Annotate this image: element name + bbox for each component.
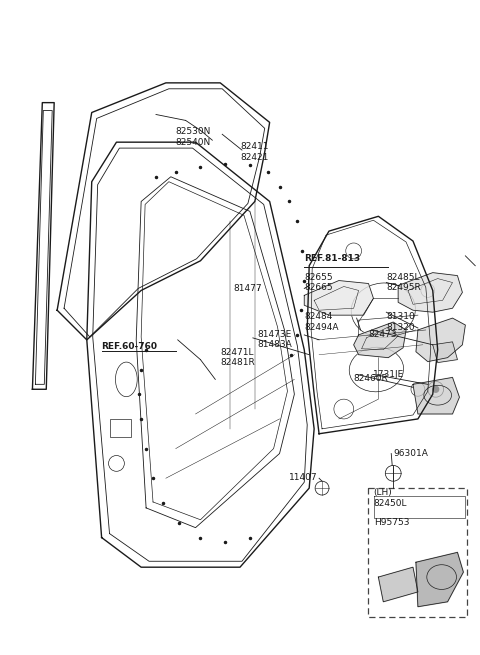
Text: 96301A: 96301A xyxy=(393,449,428,458)
Text: REF.60-760: REF.60-760 xyxy=(102,343,157,351)
Polygon shape xyxy=(416,318,466,362)
Text: 82530N
82540N: 82530N 82540N xyxy=(176,127,211,147)
Polygon shape xyxy=(398,272,462,312)
Polygon shape xyxy=(378,567,418,602)
Text: H95753: H95753 xyxy=(374,517,410,527)
Text: 82460R: 82460R xyxy=(354,375,388,383)
Text: 81473E
81483A: 81473E 81483A xyxy=(258,330,292,349)
Bar xyxy=(109,419,131,437)
Text: 1731JE: 1731JE xyxy=(373,369,405,379)
Text: 11407: 11407 xyxy=(289,474,318,482)
Text: 82485L
82495R: 82485L 82495R xyxy=(386,272,421,292)
Circle shape xyxy=(433,386,439,392)
Polygon shape xyxy=(433,342,457,363)
Text: 82655
82665: 82655 82665 xyxy=(304,272,333,292)
Polygon shape xyxy=(416,552,463,607)
Text: 81310
81320: 81310 81320 xyxy=(386,312,415,331)
Polygon shape xyxy=(354,322,406,358)
Text: (LH)
82450L: (LH) 82450L xyxy=(373,488,407,508)
Polygon shape xyxy=(304,280,373,315)
Text: 82411
82421: 82411 82421 xyxy=(240,142,268,162)
Text: 81477: 81477 xyxy=(233,284,262,293)
Text: REF.81-813: REF.81-813 xyxy=(304,254,360,263)
Text: 82484
82494A: 82484 82494A xyxy=(304,312,339,331)
Text: 82471L
82481R: 82471L 82481R xyxy=(220,348,255,367)
Polygon shape xyxy=(413,377,459,414)
Text: 82473: 82473 xyxy=(369,330,397,339)
